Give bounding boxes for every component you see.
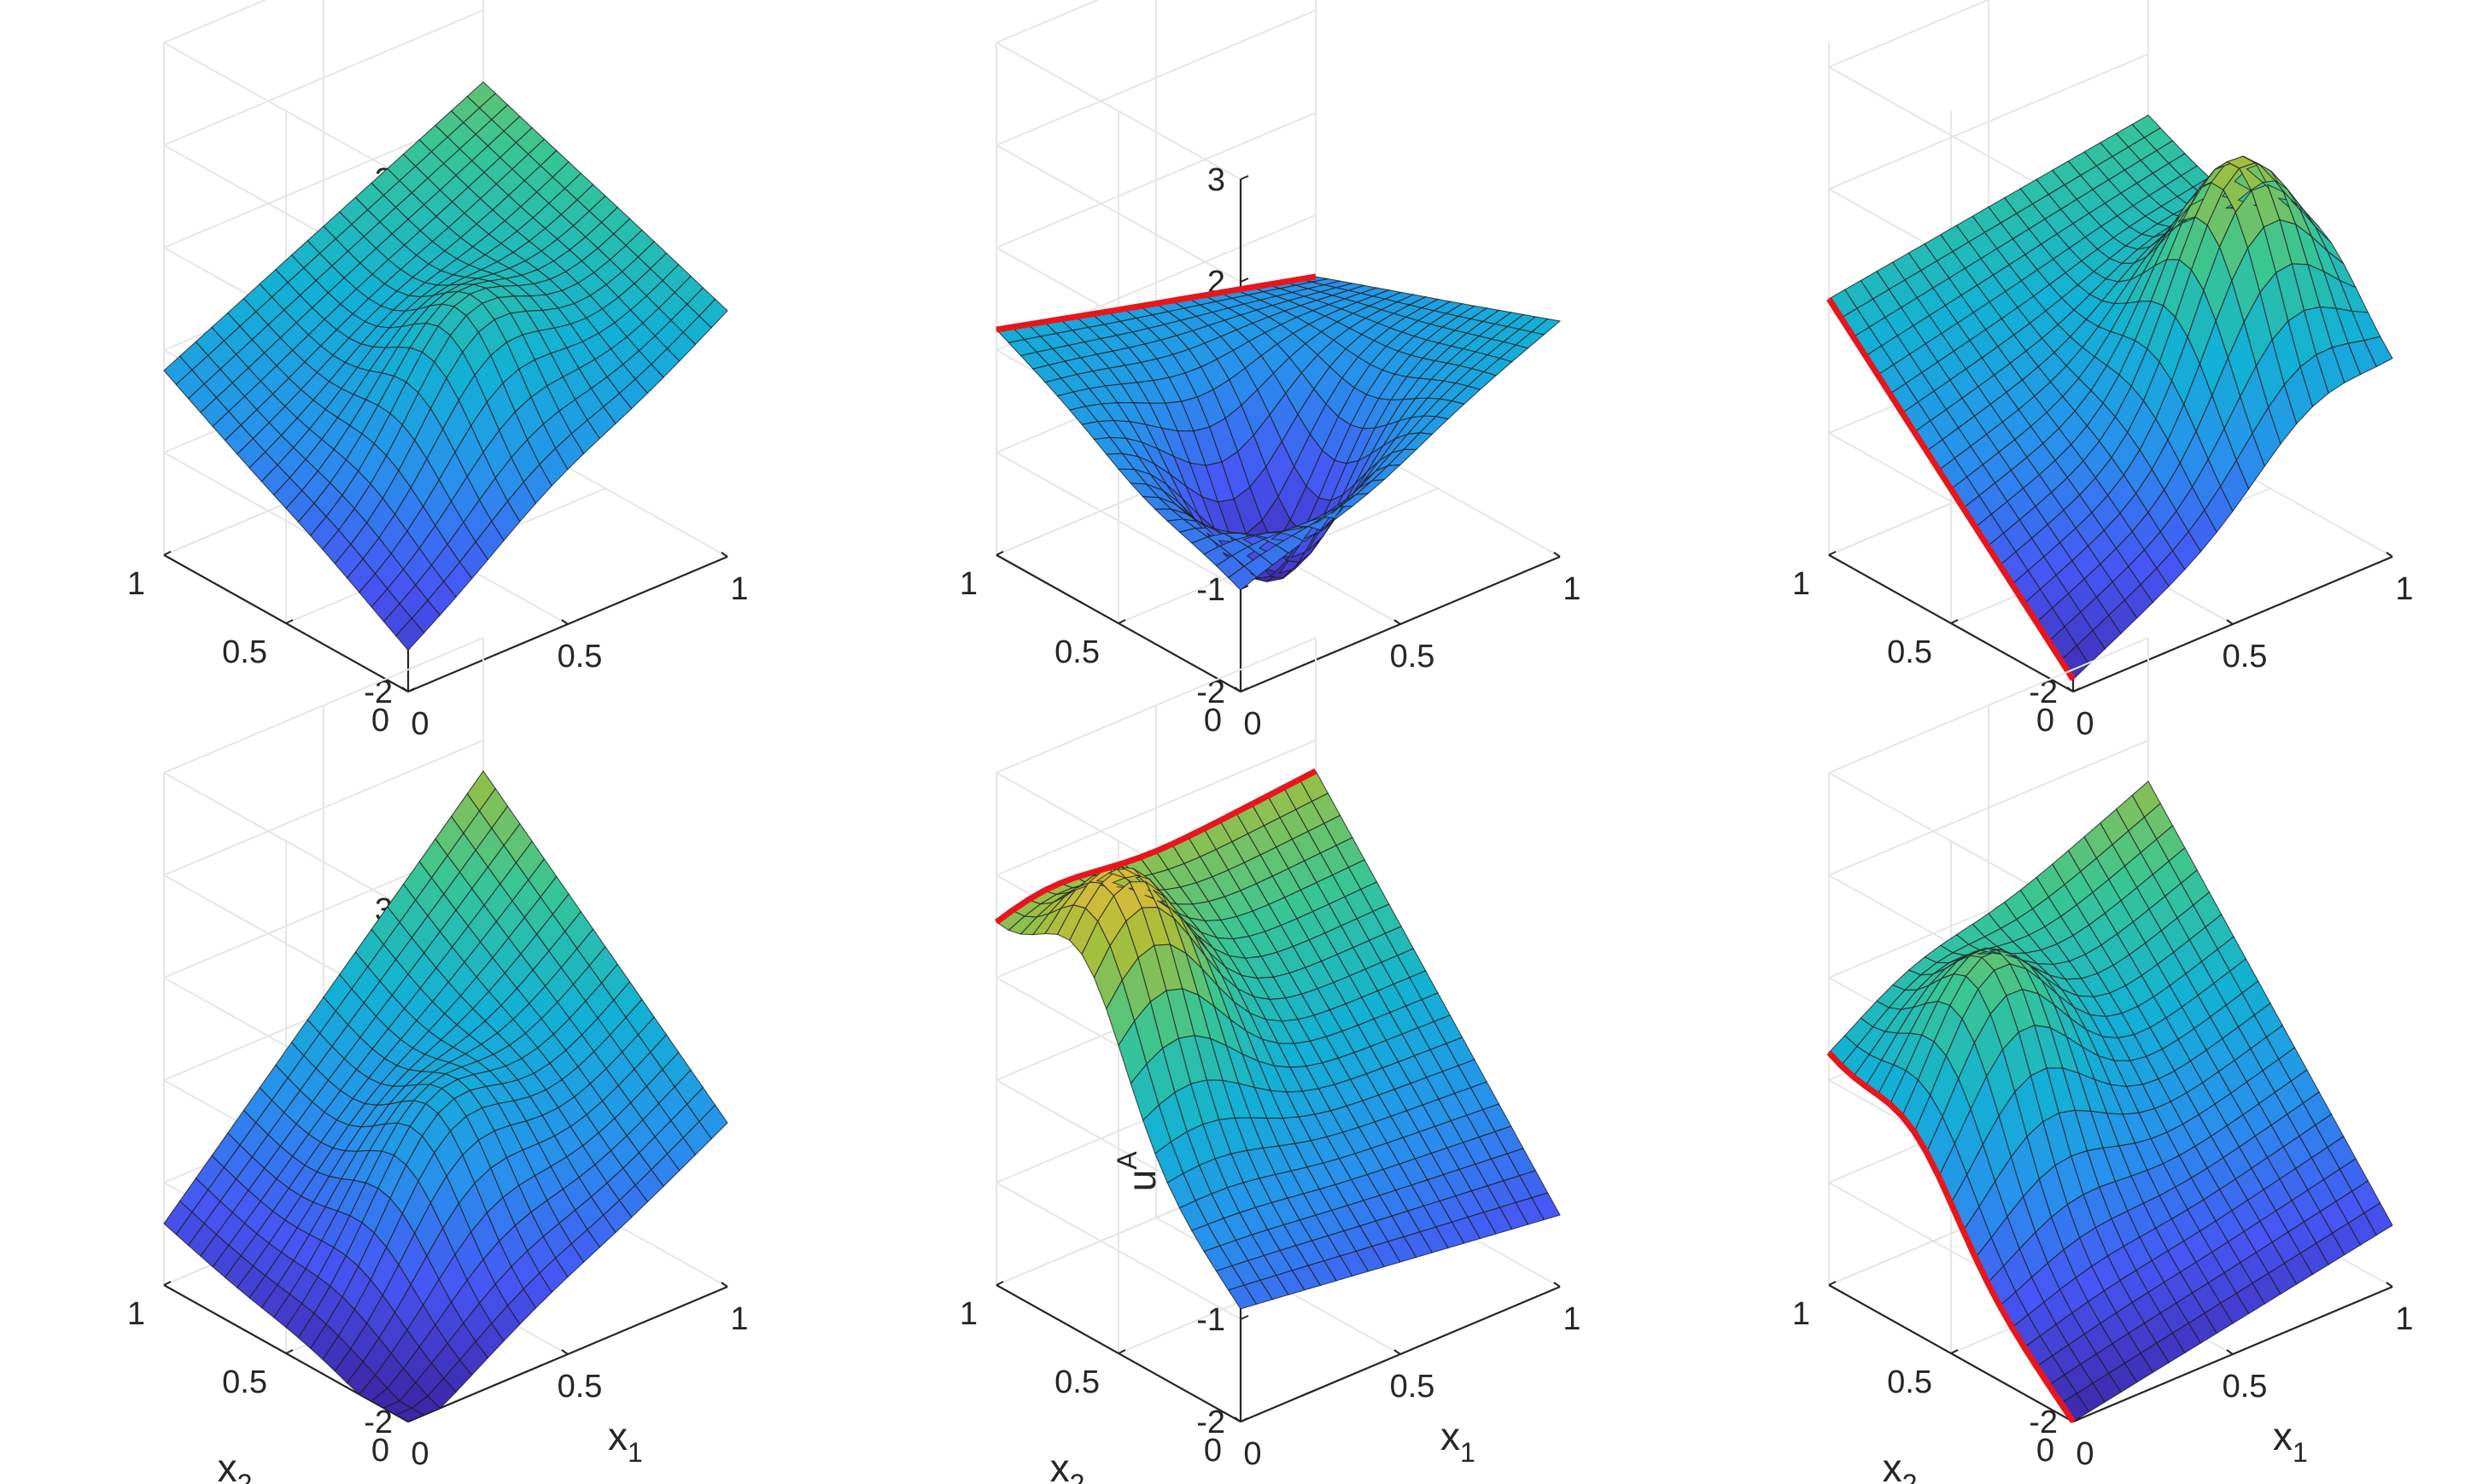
x1-tick-label: 0	[1243, 1436, 1261, 1472]
x2-axis-label: x2	[1050, 1446, 1085, 1484]
x2-tick-label: 0.5	[1887, 634, 1932, 670]
x2-tick-label: 0	[2036, 703, 2054, 739]
surface-patch	[1531, 1192, 1561, 1221]
x1-tick-label: 1	[2395, 1301, 2413, 1337]
surface-mesh	[995, 276, 1562, 591]
z-tick-label: -2	[1196, 675, 1225, 710]
surface-mesh	[163, 81, 728, 651]
x1-tick-label: 0	[411, 1436, 429, 1472]
x2-tick-label: 0	[2036, 1433, 2054, 1469]
x1-tick-label: 1	[2395, 571, 2413, 607]
z-tick-label: -1	[1196, 572, 1225, 608]
x2-tick-label: 0	[1204, 1433, 1222, 1469]
x1-tick-label: 0.5	[1390, 1369, 1435, 1405]
x1-tick-label: 0	[2076, 1436, 2094, 1472]
surface-patch	[2363, 1202, 2393, 1236]
x1-tick-label: 1	[730, 571, 748, 607]
z-tick-label: -2	[1196, 1405, 1225, 1440]
x2-tick-label: 0.5	[1887, 1364, 1932, 1400]
label-part: x	[1883, 1446, 1902, 1484]
x2-tick-label: 1	[127, 566, 145, 602]
label-part: 2	[237, 1469, 253, 1484]
x2-tick-label: 0.5	[1054, 1364, 1100, 1400]
x2-tick-label: 0.5	[1054, 634, 1100, 670]
label-part: A	[1112, 1151, 1142, 1170]
x2-tick-label: 1	[1792, 1296, 1810, 1332]
x2-tick-label: 1	[960, 566, 978, 602]
label-part: u	[1119, 1170, 1164, 1192]
label-part: 2	[1070, 1469, 1085, 1484]
x2-axis-label: x2	[218, 1446, 253, 1484]
x2-tick-label: 0	[371, 703, 389, 739]
x1-tick-label: 1	[1563, 571, 1580, 607]
x1-tick-label: 0	[411, 706, 429, 742]
boundary-edge-line	[994, 768, 1317, 925]
x1-tick-label: 0	[1243, 706, 1261, 742]
label-part: x	[2273, 1414, 2293, 1458]
x2-tick-label: 0	[1204, 703, 1222, 739]
surface-mesh	[1828, 114, 2393, 681]
label-part: x	[1050, 1446, 1070, 1484]
boundary-edge-line	[996, 273, 1317, 333]
label-part: x	[608, 1414, 628, 1458]
x1-tick-label: 0.5	[2223, 1369, 2268, 1405]
label-part: 1	[2293, 1437, 2308, 1468]
x2-axis-label: x2	[1883, 1446, 1918, 1484]
x1-tick-label: 0.5	[558, 1369, 603, 1405]
boundary-edge-line	[1826, 1050, 2076, 1423]
label-part: x	[1440, 1414, 1460, 1458]
z-tick-label: -2	[364, 675, 393, 710]
label-part: 1	[1460, 1437, 1475, 1468]
x2-tick-label: 0.5	[222, 634, 267, 670]
label-part: 2	[1902, 1469, 1918, 1484]
x1-tick-label: 1	[1563, 1301, 1580, 1337]
x1-tick-label: 0.5	[2223, 639, 2268, 675]
surface-patch	[1530, 318, 1562, 336]
surface-patch	[2363, 336, 2393, 368]
surface-patch	[698, 298, 728, 329]
label-part: 1	[628, 1437, 643, 1468]
surface-patch	[698, 1104, 728, 1140]
x1-tick-label: 0.5	[558, 639, 603, 675]
surface-mesh	[1828, 780, 2393, 1423]
x1-tick-label: 0	[2076, 706, 2094, 742]
z-tick-label: -1	[1196, 1302, 1225, 1338]
x1-axis-label: x1	[608, 1414, 643, 1468]
surface-mesh	[163, 770, 728, 1423]
x2-tick-label: 1	[127, 1296, 145, 1332]
x1-tick-label: 0.5	[1390, 639, 1435, 675]
x1-axis-label: x1	[2273, 1414, 2308, 1468]
x1-axis-label: x1	[1440, 1414, 1475, 1468]
boundary-edge-line	[1826, 297, 2076, 681]
z-tick-label: -2	[2029, 1405, 2058, 1440]
x2-tick-label: 0	[371, 1433, 389, 1469]
z-tick-label: -2	[2029, 675, 2058, 710]
x2-tick-label: 1	[1792, 566, 1810, 602]
label-part: x	[218, 1446, 237, 1484]
surface-mesh	[996, 770, 1561, 1310]
x2-tick-label: 1	[960, 1296, 978, 1332]
x1-tick-label: 1	[730, 1301, 748, 1337]
z-tick-label: 3	[1207, 162, 1225, 198]
x2-tick-label: 0.5	[222, 1364, 267, 1400]
